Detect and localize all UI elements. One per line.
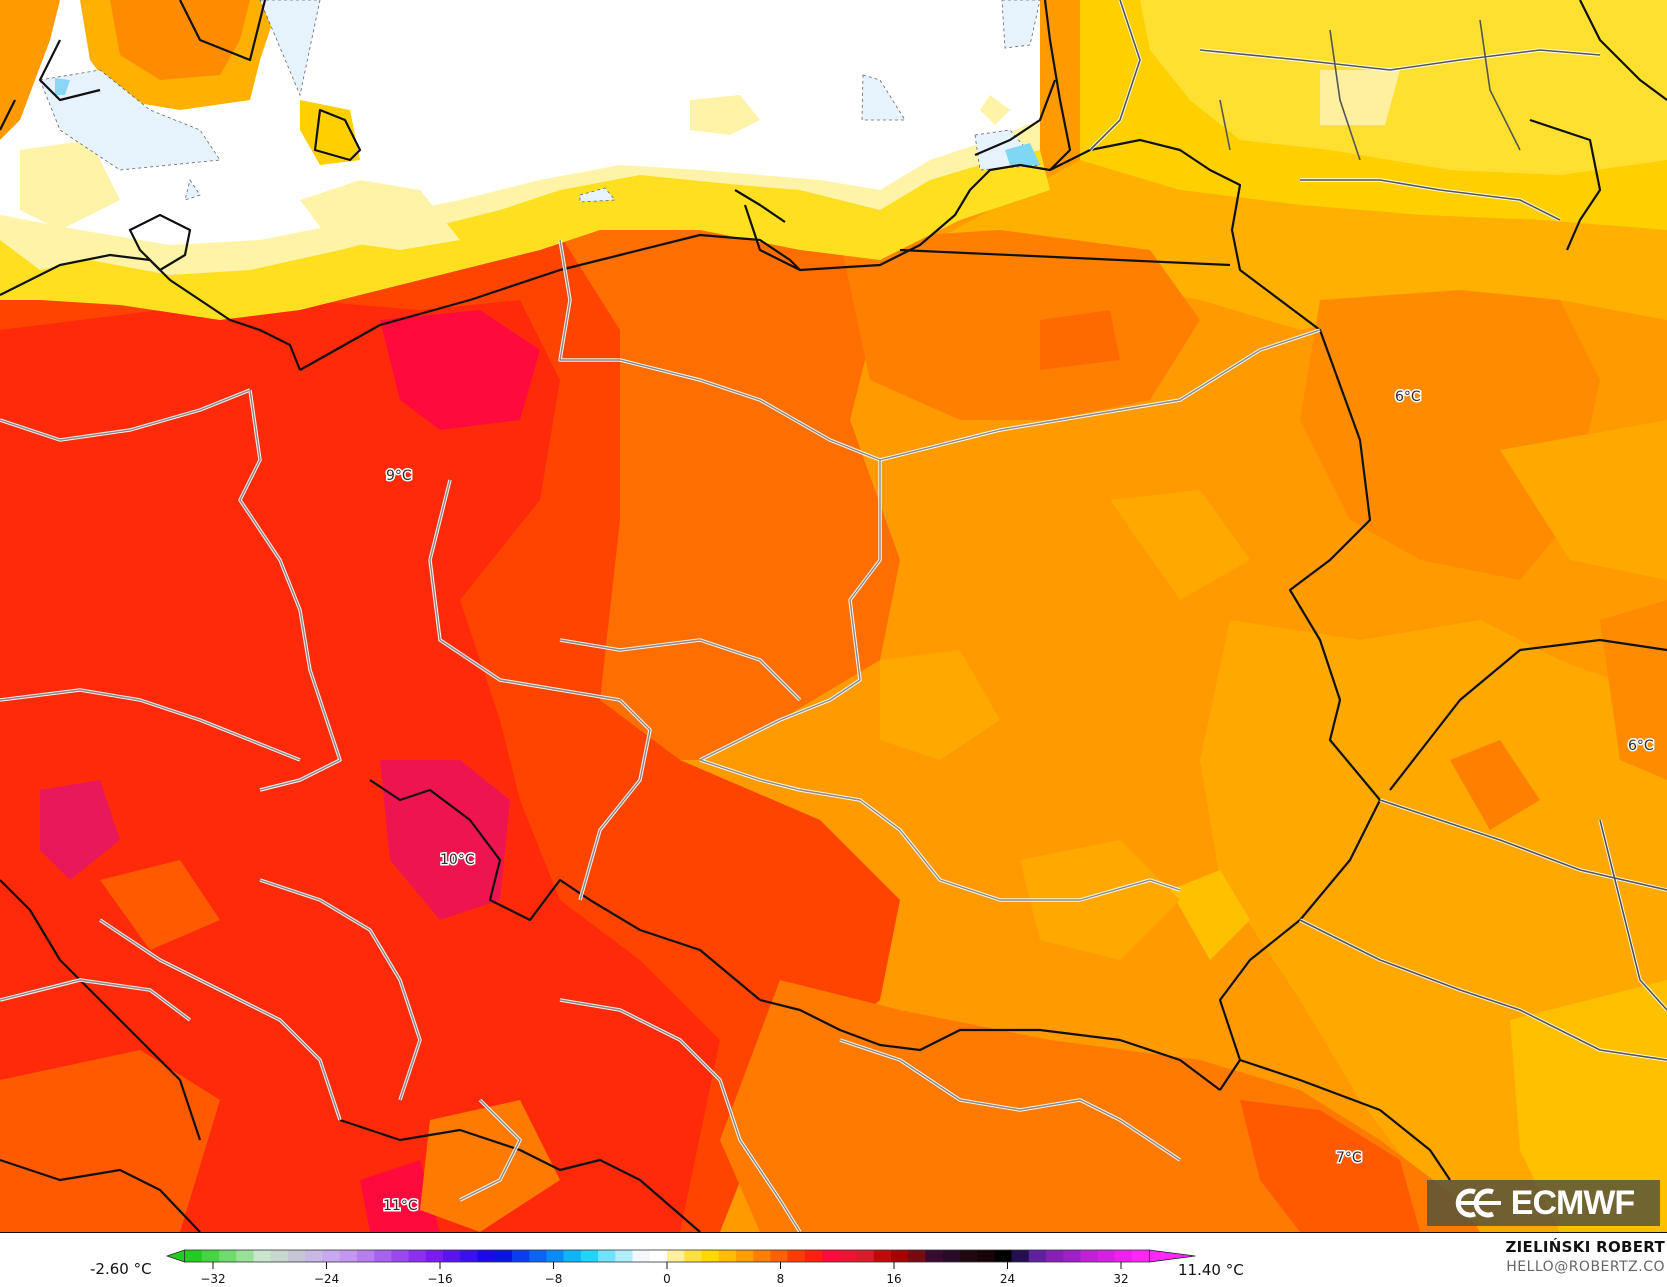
colorbar-min-label: -2.60 °C: [90, 1260, 152, 1278]
colorbar-tick-label: −8: [544, 1272, 563, 1286]
temp-label-11: 11°C: [383, 1198, 418, 1214]
colorbar-scale: [165, 1249, 1196, 1269]
colorbar-tick-label: 8: [776, 1272, 785, 1286]
colorbar-tick-label: 32: [1113, 1272, 1129, 1286]
colorbar-tick-label: 16: [886, 1272, 902, 1286]
colorbar-tick-label: −24: [313, 1272, 340, 1286]
colorbar-tick-label: 0: [663, 1272, 671, 1286]
ecmwf-logo: ECMWF: [1427, 1180, 1660, 1226]
colorbar-tick-label: −16: [427, 1272, 453, 1286]
temp-label-6-east: 6°C: [1628, 738, 1654, 754]
ecmwf-emblem-icon: [1455, 1188, 1501, 1218]
colorbar: -2.60 °C −32 −24 −16 −8 0 8 16 24 32 11.40 °C: [0, 1232, 1667, 1287]
colorbar-tick-label: 24: [999, 1272, 1016, 1286]
temperature-map: 9°C 10°C 11°C 6°C 6°C 7°C: [0, 0, 1667, 1233]
colorbar-tick-label: −32: [200, 1272, 226, 1286]
colorbar-max-label: 11.40 °C: [1178, 1261, 1244, 1279]
temp-label-6-north: 6°C: [1395, 389, 1421, 405]
author-name: ZIELIŃSKI ROBERT: [1505, 1238, 1665, 1256]
ecmwf-logo-text: ECMWF: [1510, 1183, 1635, 1222]
temp-label-10: 10°C: [440, 852, 475, 868]
temp-label-9: 9°C: [386, 468, 412, 484]
temp-label-7: 7°C: [1336, 1150, 1362, 1166]
author-credit: ZIELIŃSKI ROBERT HELLO@ROBERTZ.CO: [1505, 1238, 1665, 1275]
author-email: HELLO@ROBERTZ.CO: [1506, 1259, 1665, 1275]
